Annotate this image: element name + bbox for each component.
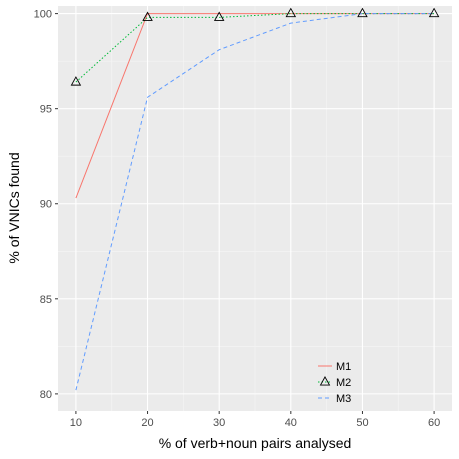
legend-label-m2: M2 <box>336 377 351 389</box>
y-axis: 80 85 90 95 100 <box>34 9 58 401</box>
data-point-m2 <box>428 7 440 18</box>
series-layer <box>70 7 440 391</box>
x-tick-label: 10 <box>70 417 82 429</box>
x-tick-label: 50 <box>356 417 368 429</box>
data-point-m2 <box>285 7 297 18</box>
y-tick-label: 85 <box>40 294 52 306</box>
data-point-m2 <box>357 7 368 18</box>
series-line-m3 <box>75 13 435 391</box>
data-point-m2 <box>213 11 225 21</box>
y-tick-label: 90 <box>40 199 52 211</box>
legend-label-m3: M3 <box>336 393 351 405</box>
x-axis-title: % of verb+noun pairs analysed <box>159 435 352 451</box>
grid-minor <box>58 6 452 411</box>
y-tick-label: 100 <box>34 9 52 21</box>
x-axis: 10 20 30 40 50 60 <box>70 411 440 429</box>
x-tick-label: 40 <box>285 417 297 429</box>
data-point-m2 <box>70 76 82 86</box>
y-axis-title: % of VNICs found <box>6 152 22 263</box>
legend: M1 M2 M3 <box>318 361 351 405</box>
y-tick-label: 80 <box>40 389 52 401</box>
legend-marker-m2 <box>319 376 331 386</box>
data-point-m2 <box>142 11 153 21</box>
x-tick-label: 60 <box>428 417 440 429</box>
x-tick-label: 30 <box>213 417 225 429</box>
x-tick-label: 20 <box>141 417 153 429</box>
y-tick-label: 95 <box>40 104 52 116</box>
legend-label-m1: M1 <box>336 361 351 373</box>
